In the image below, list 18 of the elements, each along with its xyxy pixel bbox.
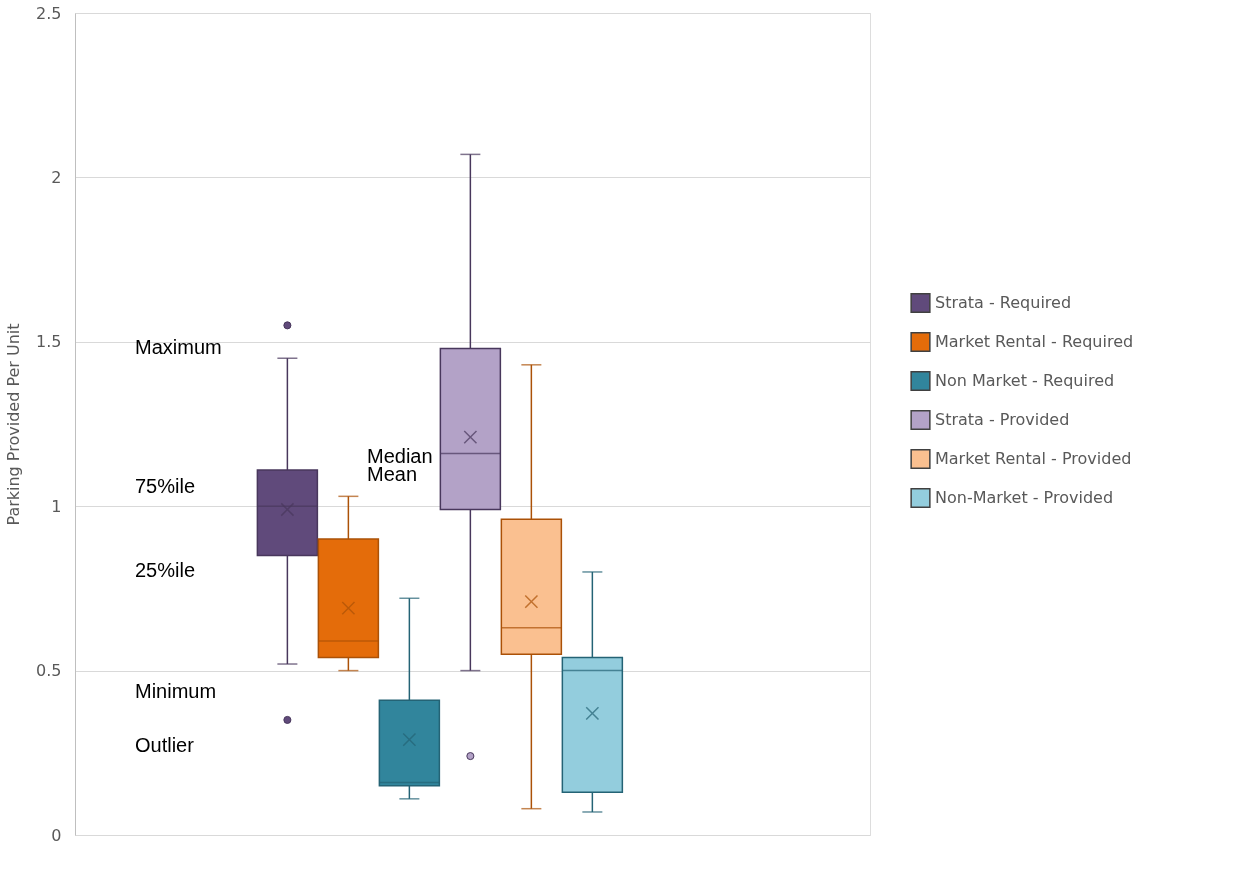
annotation: 25%ile: [135, 559, 196, 581]
y-tick-label: 0.5: [36, 661, 62, 681]
y-tick-label: 0: [51, 825, 62, 845]
legend-label: Non-Market - Provided: [935, 487, 1114, 507]
y-tick-label: 2.5: [36, 3, 62, 23]
legend-label: Non Market - Required: [935, 370, 1115, 390]
legend-label: Strata - Required: [935, 292, 1072, 312]
annotation: Minimum: [135, 680, 217, 702]
y-axis-title: Parking Provided Per Unit: [4, 323, 24, 526]
legend-label: Market Rental - Provided: [935, 448, 1132, 468]
annotation: Maximum: [135, 336, 222, 358]
annotation: 75%ile: [135, 475, 196, 497]
y-tick-label: 1: [51, 496, 62, 516]
legend-label: Market Rental - Required: [935, 331, 1134, 351]
legend-label: Strata - Provided: [935, 409, 1070, 429]
y-tick-label: 1.5: [36, 332, 62, 352]
annotation: Outlier: [135, 734, 195, 756]
y-tick-label: 2: [51, 167, 62, 187]
